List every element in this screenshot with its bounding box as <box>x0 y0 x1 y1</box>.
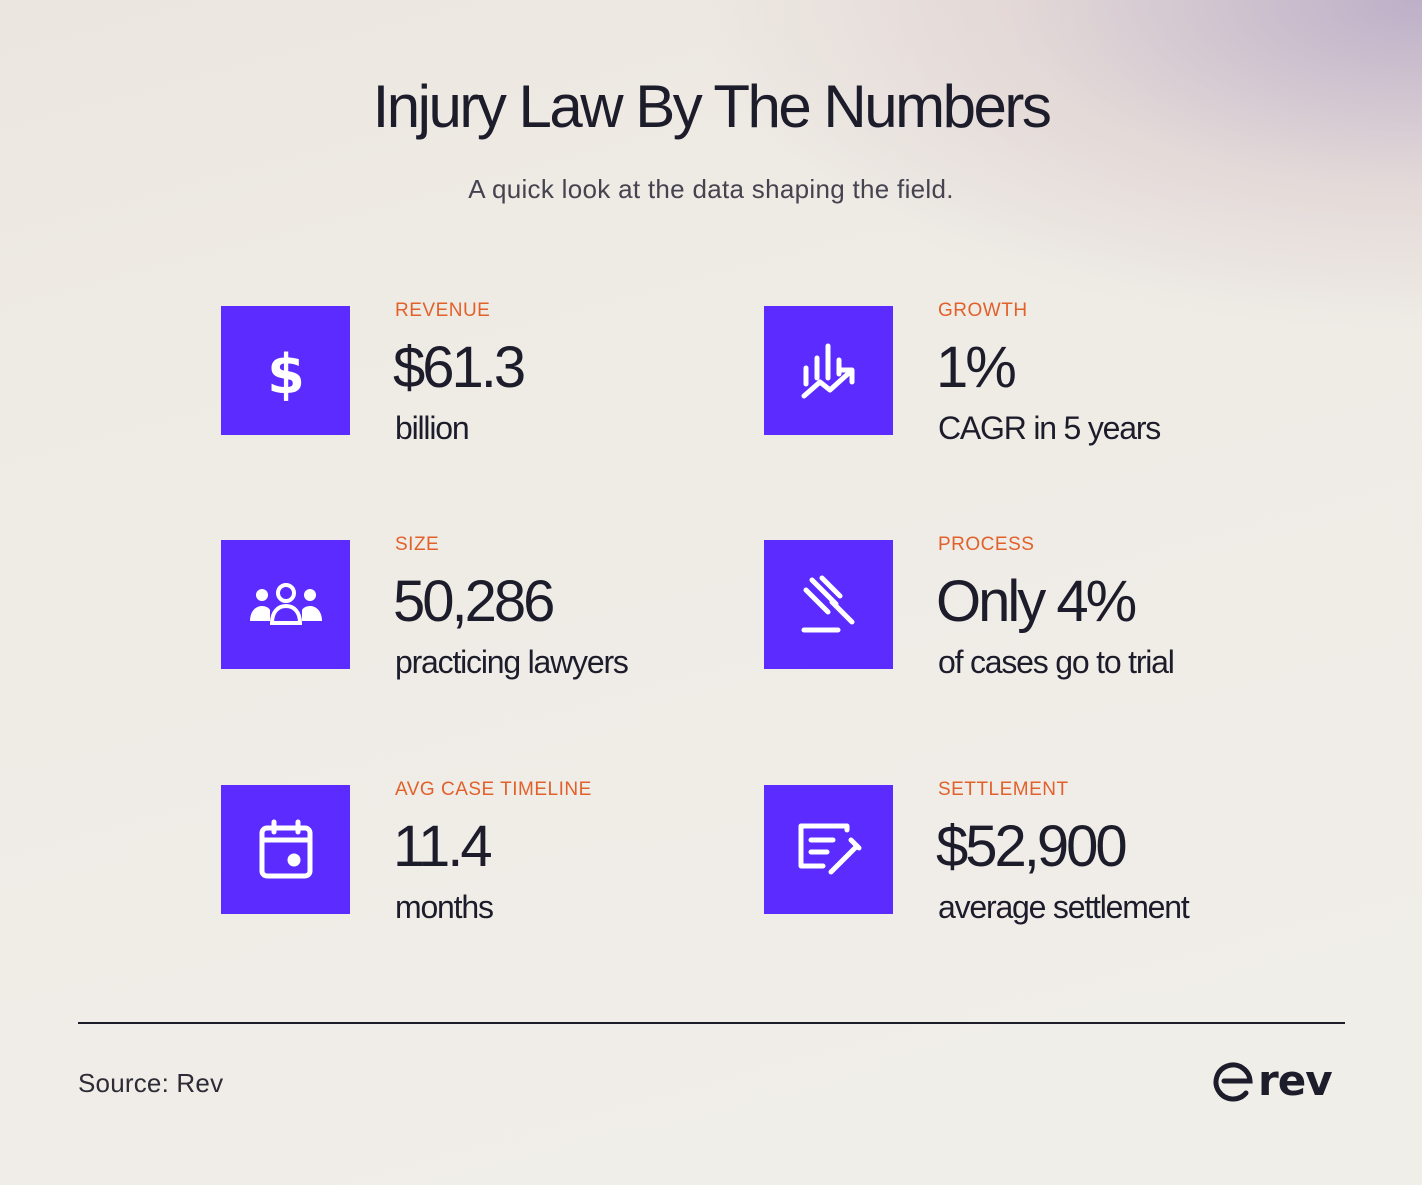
stat-value: $61.3 <box>393 335 526 400</box>
people-group-icon <box>221 540 350 669</box>
document-edit-icon <box>764 785 893 914</box>
logo-wordmark: rev <box>1258 1056 1333 1105</box>
rev-logo: rev <box>1212 1056 1333 1105</box>
stat-label: REVENUE <box>395 300 491 321</box>
stat-description: practicing lawyers <box>395 644 629 680</box>
growth-chart-icon <box>764 306 893 435</box>
stat-description: average settlement <box>938 889 1190 925</box>
stat-value: $52,900 <box>936 814 1128 879</box>
stat-value: Only 4% <box>936 569 1137 634</box>
svg-text:$: $ <box>267 343 305 401</box>
page-subtitle: A quick look at the data shaping the fie… <box>468 174 954 204</box>
source-text: Source: Rev <box>78 1068 224 1098</box>
stat-label: PROCESS <box>938 534 1035 555</box>
stat-description: CAGR in 5 years <box>938 410 1161 446</box>
stat-label: SETTLEMENT <box>938 779 1069 800</box>
stat-description: months <box>395 889 494 925</box>
stat-value: 11.4 <box>393 814 493 879</box>
stat-label: GROWTH <box>938 300 1028 321</box>
stat-value: 50,286 <box>393 569 555 634</box>
dollar-icon: $ <box>221 306 350 435</box>
page-title: Injury Law By The Numbers <box>372 73 1052 140</box>
stat-label: SIZE <box>395 534 440 555</box>
footer-divider <box>78 1022 1345 1024</box>
stat-value: 1% <box>936 335 1017 400</box>
gavel-icon <box>764 540 893 669</box>
rev-logo-mark-icon <box>1213 1062 1253 1102</box>
stat-label: AVG CASE TIMELINE <box>395 779 592 800</box>
calendar-icon <box>221 785 350 914</box>
stat-description: billion <box>395 410 470 446</box>
stat-description: of cases go to trial <box>938 644 1175 680</box>
